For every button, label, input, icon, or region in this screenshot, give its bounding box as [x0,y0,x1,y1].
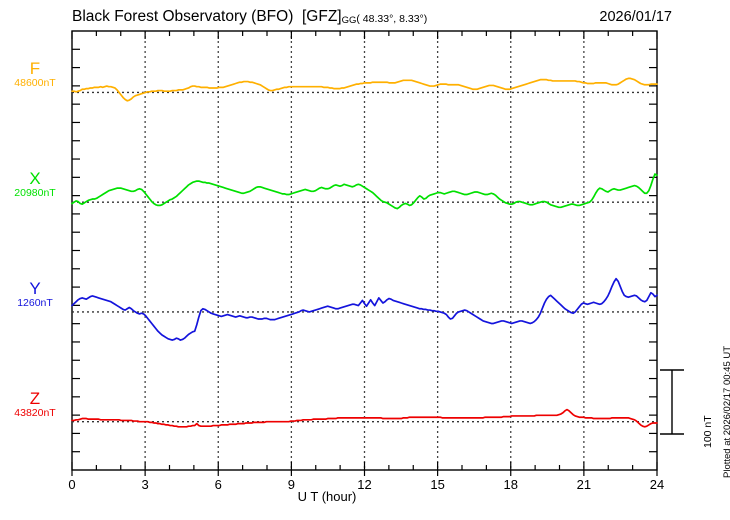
component-letter-X: X [29,169,41,189]
component-label-Y: Y 1260nT [0,280,70,310]
trace-X [71,173,658,210]
x-tick-label-21: 21 [576,477,592,492]
component-baseline-Y: 1260nT [17,296,53,309]
institute-code: [GFZ] [301,8,342,25]
x-axis-title-text: U T (hour) [297,489,357,504]
trace-Y [71,277,658,341]
component-letter-F: F [29,59,41,79]
trace-Z [71,408,658,428]
x-tick-label-9: 9 [287,477,295,492]
plotted-at-label: Plotted at 2026/02/17 00:45 UT [722,345,730,478]
x-tick-label-24: 24 [649,477,665,492]
x-tick-label-18: 18 [503,477,518,492]
component-letter-Y: Y [29,278,41,298]
observatory-name: Black Forest Observatory (BFO) [72,8,294,25]
x-tick-label-3: 3 [141,477,149,492]
chart-title: Black Forest Observatory (BFO) [GFZ]GG( … [72,8,672,30]
component-letter-Z: Z [29,388,41,408]
x-tick-label-0: 0 [68,477,76,492]
x-axis-title: U T (hour) [0,489,730,504]
x-tick-label-15: 15 [430,477,445,492]
component-label-Z: Z 43820nT [0,390,70,420]
x-tick-label-12: 12 [357,477,372,492]
institute-subscript: GG [341,15,357,26]
scale-bar-label: 100 nT [702,415,714,448]
component-label-X: X 20980nT [0,170,70,200]
component-baseline-F: 48600nT [14,77,56,90]
station-coordinates: ( 48.33°, 8.33°) [356,13,428,25]
component-label-F: F 48600nT [0,60,70,90]
observation-date: 2026/01/17 [599,9,672,25]
component-baseline-Z: 43820nT [14,406,56,419]
component-baseline-X: 20980nT [14,187,56,200]
x-tick-label-6: 6 [214,477,222,492]
trace-F [71,77,658,102]
